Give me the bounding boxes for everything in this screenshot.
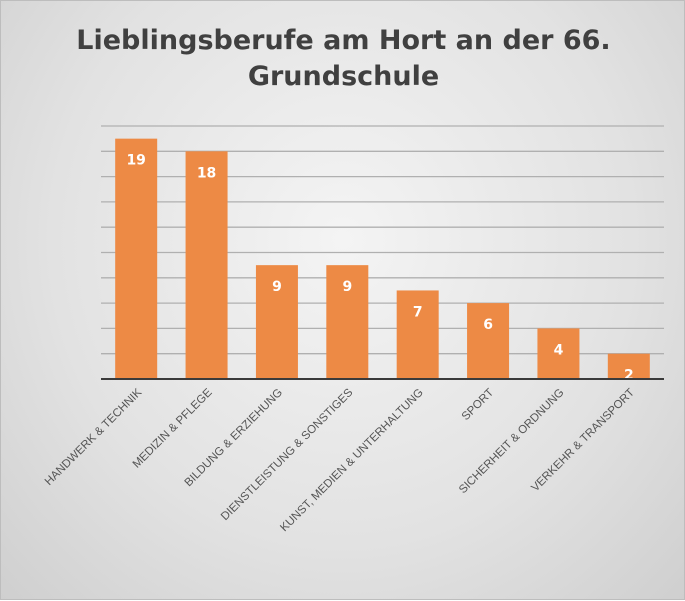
data-label: 7: [413, 304, 423, 320]
category-label: KUNST, MEDIEN & UNTERHALTUNG: [278, 387, 426, 535]
data-label: 2: [624, 368, 634, 384]
data-label: 18: [197, 165, 216, 181]
chart-title-line-2: Grundschule: [247, 61, 440, 92]
data-label: 19: [126, 153, 145, 169]
chart-title-line-1: Lieblingsberufe am Hort an der 66.: [76, 25, 611, 56]
bar: [185, 151, 228, 379]
category-label: MEDIZIN & PFLEGE: [131, 386, 215, 470]
bar: [607, 353, 650, 379]
data-label: 4: [554, 342, 564, 358]
data-label: 9: [342, 279, 352, 295]
category-label: HANDWERK & TECHNIK: [43, 386, 145, 488]
data-label: 6: [483, 317, 493, 333]
bar: [255, 265, 298, 379]
chart-title: Lieblingsberufe am Hort an der 66. Grund…: [1, 23, 685, 95]
bar: [326, 265, 369, 379]
bar: [537, 328, 580, 379]
bar: [396, 290, 439, 379]
data-label: 9: [272, 279, 282, 295]
bar: [467, 303, 510, 379]
category-label: DIENSTLEISTUNG & SONSTIGES: [219, 386, 356, 523]
bar: [115, 138, 158, 379]
category-label: SPORT: [460, 387, 496, 423]
